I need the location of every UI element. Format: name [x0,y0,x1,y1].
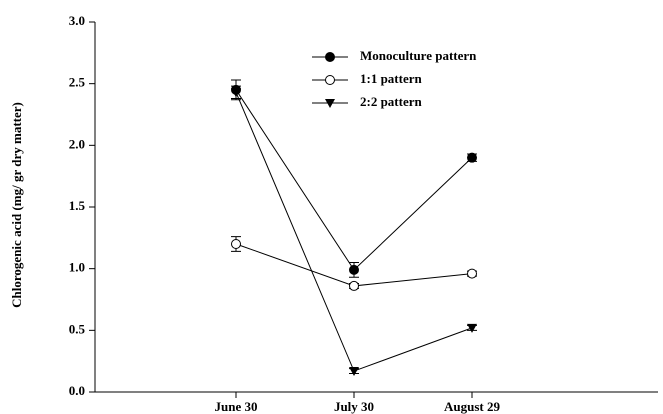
series-line [235,89,473,271]
y-tick-label: 2.0 [69,136,85,151]
marker [467,323,477,333]
marker [349,367,359,377]
legend-label: 2:2 pattern [360,94,423,109]
y-tick-label: 0.5 [69,321,86,336]
y-tick-label: 3.0 [69,13,85,28]
marker [349,280,359,291]
marker [467,152,477,163]
x-tick-label: July 30 [334,399,374,414]
marker [467,268,477,279]
y-axis-label: Chlorogenic acid (mg/ gr dry matter) [9,102,24,308]
marker [231,88,241,98]
y-tick-label: 1.5 [69,198,86,213]
legend-label: 1:1 pattern [360,71,423,86]
marker [231,239,241,249]
x-tick-label: August 29 [444,399,500,414]
marker [325,52,335,62]
y-tick-label: 1.0 [69,260,85,275]
marker [325,75,335,85]
legend-label: Monoculture pattern [360,48,477,63]
y-tick-label: 0.0 [69,383,85,398]
x-tick-label: June 30 [215,399,258,414]
marker [325,99,335,108]
series-line [235,92,473,372]
marker [349,264,359,275]
y-tick-label: 2.5 [69,75,86,90]
